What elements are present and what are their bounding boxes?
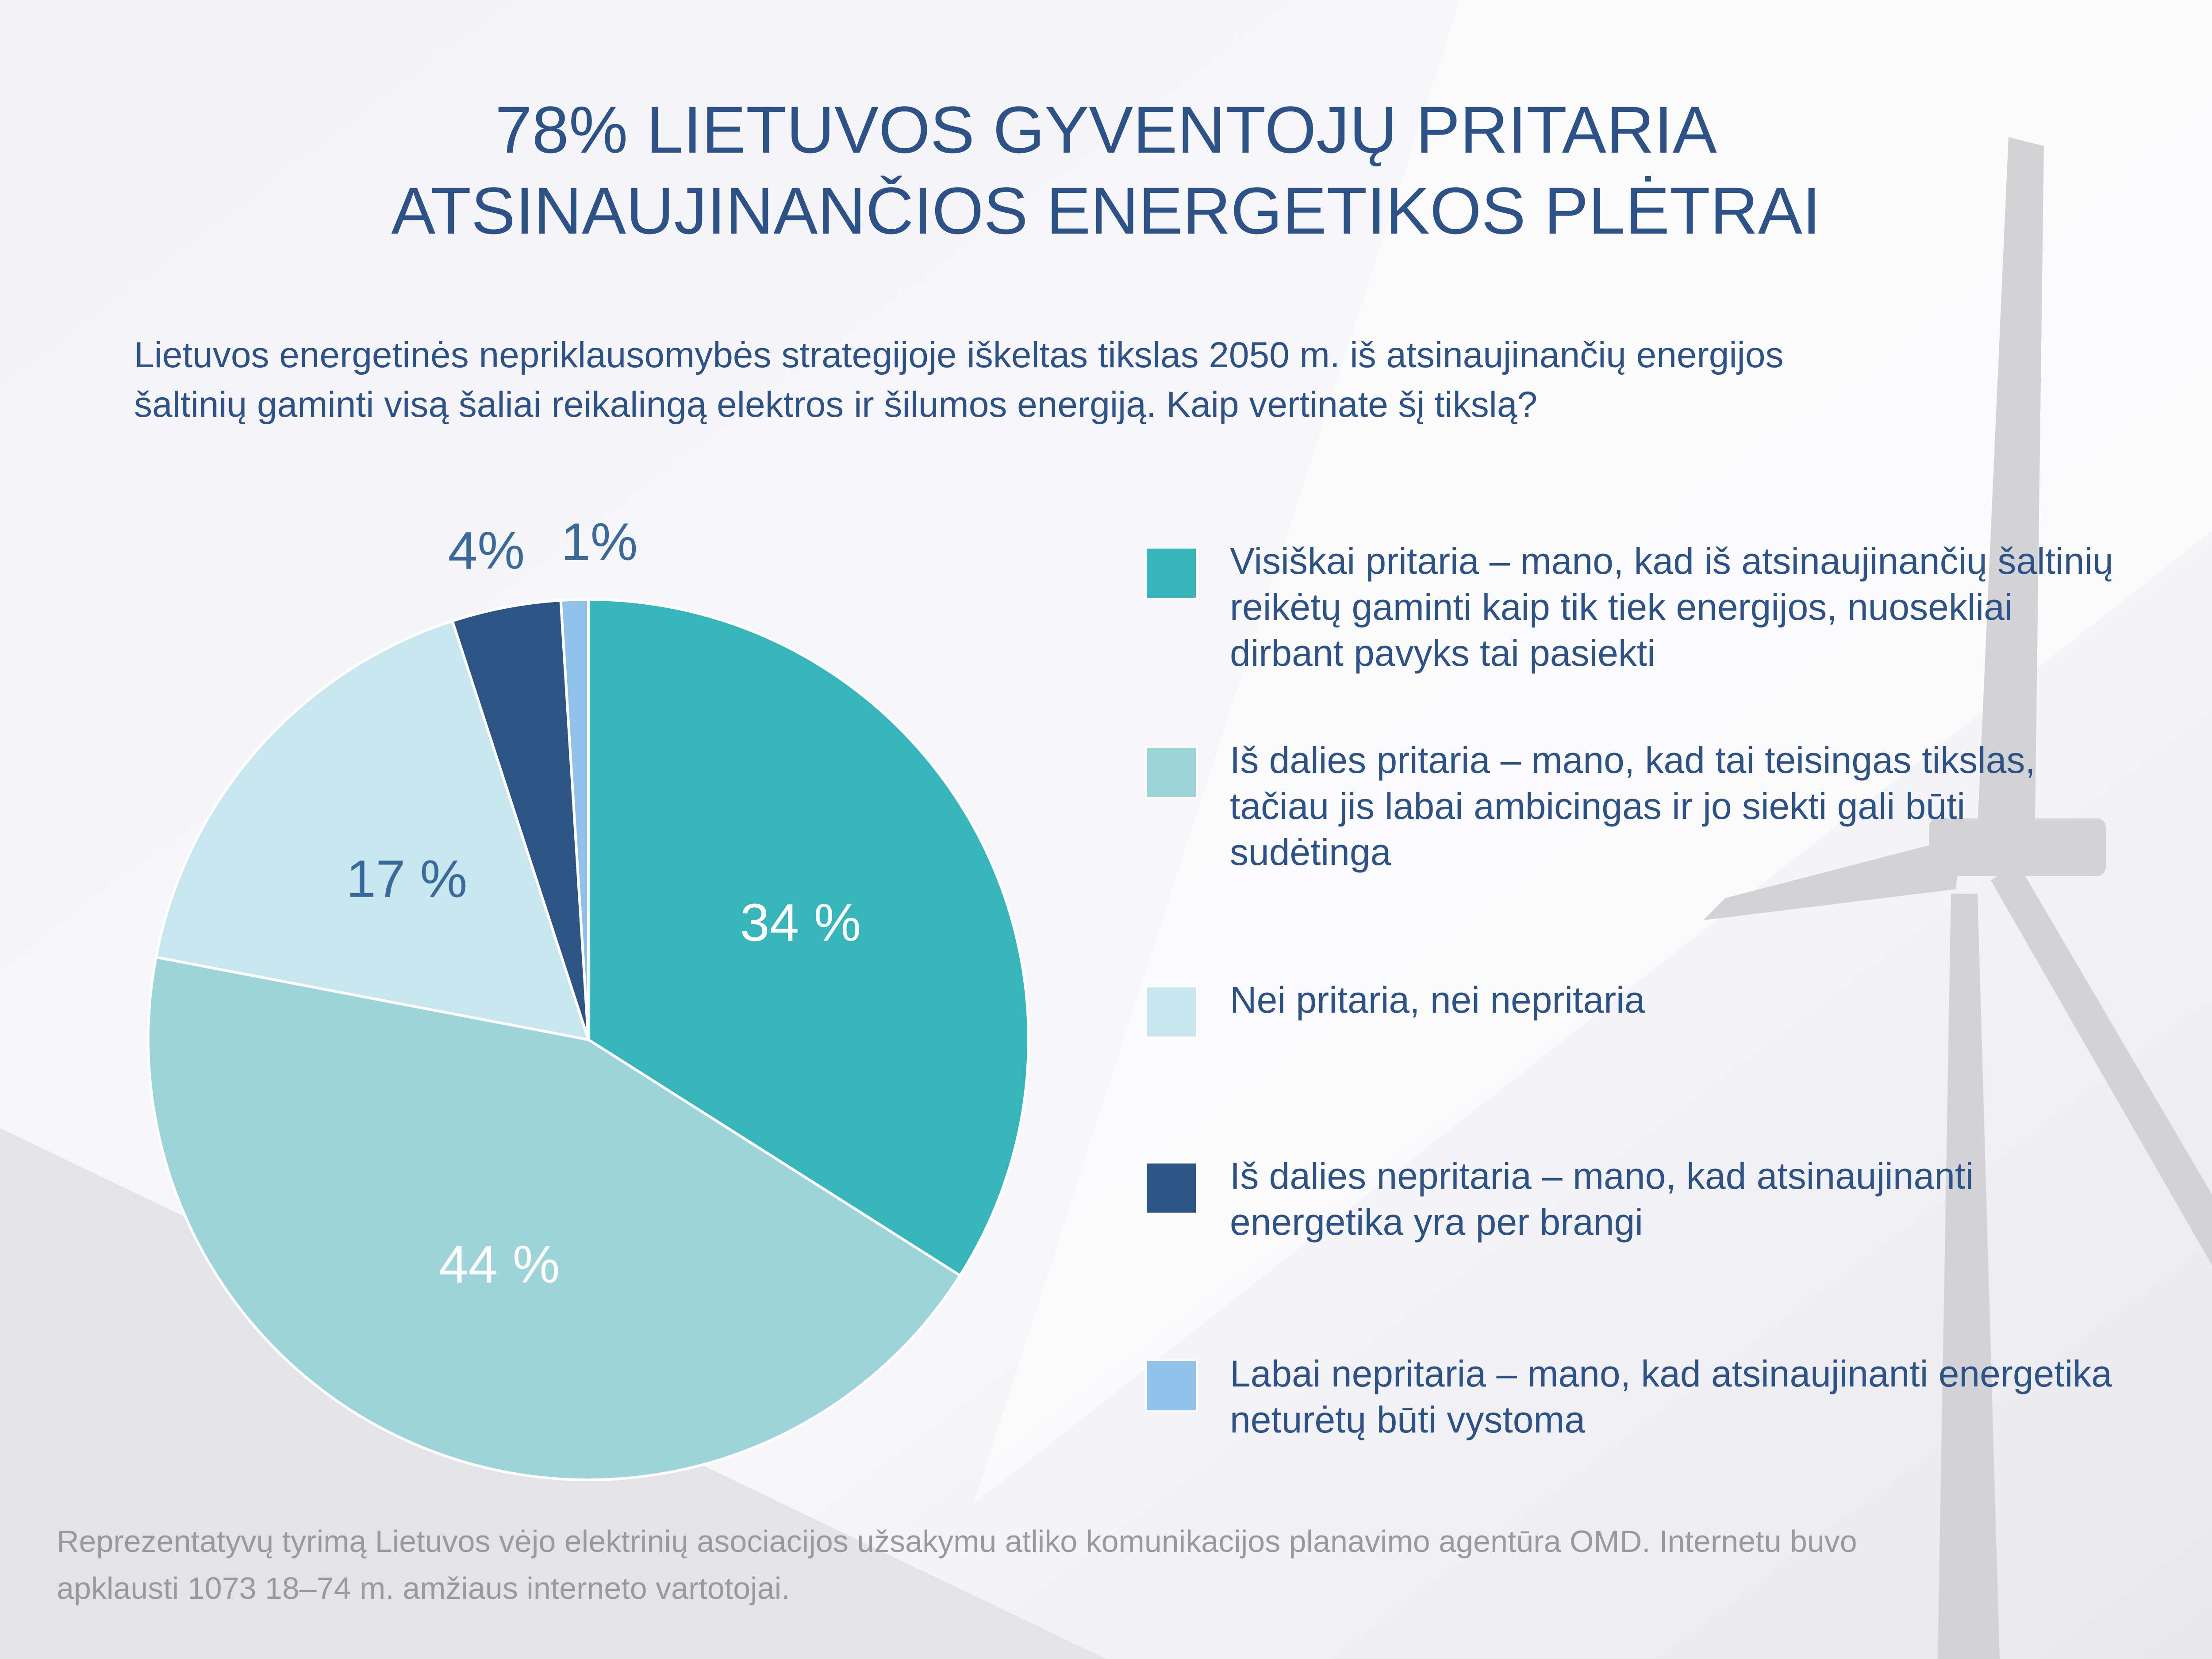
legend-label: Nei pritaria, nei nepritaria <box>1230 979 1645 1021</box>
chart-title: ATSINAUJINANČIOS ENERGETIKOS PLĖTRAI <box>391 173 1820 248</box>
legend-label: Labai nepritaria – mano, kad atsinaujina… <box>1230 1353 2112 1440</box>
legend-swatch <box>1145 746 1198 799</box>
subtitle: Lietuvos energetinės nepriklausomybės st… <box>134 335 1783 375</box>
background-shape <box>973 0 2212 1504</box>
value-label: 1% <box>561 512 637 572</box>
chart-title: 78% LIETUVOS GYVENTOJŲ PRITARIA <box>495 92 1717 167</box>
pie-slice <box>559 598 590 1040</box>
footnote: apklausti 1073 18–74 m. amžiaus internet… <box>57 1571 790 1605</box>
subtitle: šaltinių gaminti visą šaliai reikalingą … <box>134 384 1537 425</box>
pie-slice <box>147 956 962 1481</box>
pie-slice <box>450 599 590 1040</box>
legend-label: Visiškai pritaria – mano, kad iš atsinau… <box>1230 540 2113 674</box>
pie-slice <box>154 619 591 1041</box>
legend-swatch <box>1145 986 1198 1038</box>
legend-swatch <box>1145 1162 1198 1214</box>
legend-swatch <box>1145 1359 1198 1412</box>
legend-label: Iš dalies pritaria – mano, kad tai teisi… <box>1230 739 2035 873</box>
value-label: 4% <box>448 521 525 580</box>
legend-swatch <box>1145 547 1198 599</box>
footnote: Reprezentatyvų tyrimą Lietuvos vėjo elek… <box>57 1524 1857 1559</box>
legend-label: Iš dalies nepritaria – mano, kad atsinau… <box>1230 1155 1974 1243</box>
value-label: 17 % <box>346 849 468 909</box>
pie-slice <box>587 598 1030 1278</box>
value-label: 34 % <box>740 893 861 952</box>
value-label: 44 % <box>439 1235 560 1294</box>
wind-turbine <box>1703 137 2212 1659</box>
